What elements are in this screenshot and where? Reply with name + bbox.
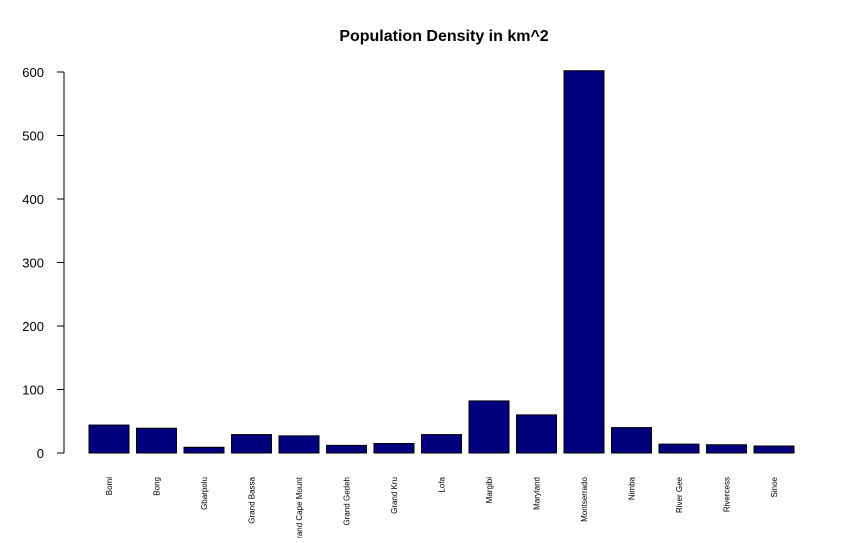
bar-lofa [421,434,462,454]
y-tick-label: 200 [22,319,44,334]
bar-maryland [516,414,557,454]
x-tick-label: Sinoe [770,476,779,497]
x-tick-label: Bong [153,477,162,496]
bar-montserrado [563,70,605,454]
bar-river-gee [658,443,700,454]
y-axis: 0 100 200 300 400 500 600 [22,65,64,461]
x-tick-label: Grand Bassa [248,476,257,523]
bars-group [88,70,795,454]
x-tick-label: Grand Cape Mount [295,476,304,538]
bar-gbarpolu [183,446,225,454]
bar-grand-gedeh [326,444,367,454]
x-tick-label: River Gee [675,476,684,513]
x-tick-label: Grand Kru [390,477,399,514]
x-tick-label: Montserrado [580,476,589,521]
x-tick-label: Margibi [485,477,494,503]
y-tick-label: 500 [22,129,44,144]
y-tick-label: 0 [37,446,44,461]
x-tick-label: Maryland [533,477,542,510]
y-tick-label: 100 [22,383,44,398]
bar-rivercess [706,444,747,454]
bar-grand-cape-mount [278,435,320,454]
x-tick-label: Bomi [105,477,114,495]
bar-sinoe [753,445,795,454]
x-tick-label: Gbarpolu [200,477,209,510]
bar-bong [136,427,177,454]
bar-grand-bassa [231,434,272,454]
x-tick-label: Rivercess [723,477,732,512]
x-tick-label: Nimba [628,476,637,500]
x-tick-label: Lofa [438,476,447,492]
bar-margibi [468,400,510,454]
bar-nimba [611,427,652,454]
y-tick-label: 300 [22,256,44,271]
y-tick-label: 400 [22,192,44,207]
bar-grand-kru [373,442,415,454]
x-tick-label: Grand Gedeh [343,477,352,525]
chart-title: Population Density in km^2 [339,28,548,45]
x-axis-labels: Bomi Bong Gbarpolu Grand Bassa Grand Cape Mo… [105,476,779,543]
bar-bomi [88,424,130,454]
y-tick-label: 600 [22,65,44,80]
